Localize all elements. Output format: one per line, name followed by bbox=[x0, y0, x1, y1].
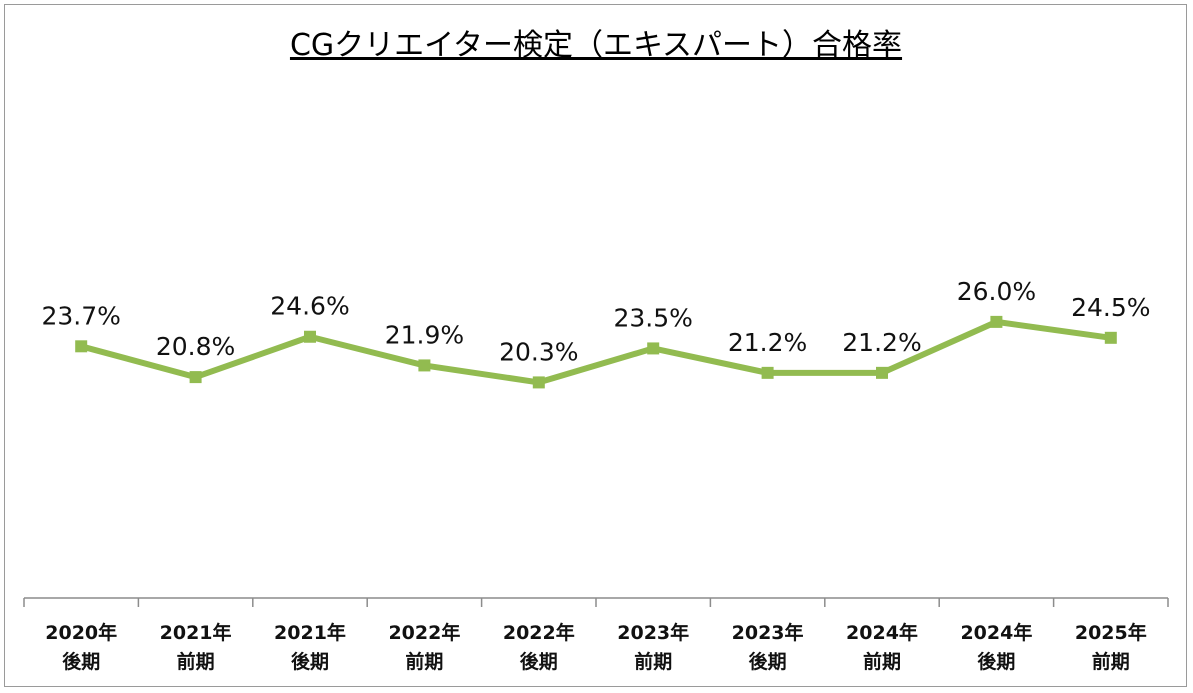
data-point-marker bbox=[1104, 331, 1117, 344]
x-tick-labels: 2020年後期 2021年前期 2021年後期 2022年前期 2022年後期 2023年… bbox=[45, 621, 1146, 673]
data-point-marker bbox=[761, 366, 774, 379]
x-tick-label: 2025年前期 bbox=[1075, 621, 1147, 673]
x-tick-label: 2024年前期 bbox=[846, 621, 918, 673]
data-label: 20.8% bbox=[156, 332, 235, 361]
data-point-marker bbox=[418, 359, 431, 372]
data-point-marker bbox=[75, 340, 88, 353]
data-point-marker bbox=[990, 315, 1003, 328]
chart-frame bbox=[4, 4, 1187, 687]
data-point-marker bbox=[304, 330, 316, 343]
series-line-group bbox=[78, 318, 1114, 386]
x-tick-label: 2023年前期 bbox=[617, 621, 689, 673]
x-tick-label: 2022年前期 bbox=[388, 621, 460, 673]
data-label: 23.5% bbox=[613, 303, 692, 332]
data-point-marker bbox=[647, 342, 660, 355]
data-label: 26.0% bbox=[957, 277, 1036, 306]
x-tick-label: 2024年後期 bbox=[960, 621, 1032, 673]
data-labels: 23.7% 20.8% 24.6% 21.9% 20.3% 23.5% 21.2% 21.2%… bbox=[41, 277, 1150, 367]
data-point-marker bbox=[189, 371, 202, 384]
x-tick-label: 2021年前期 bbox=[160, 621, 232, 673]
x-tick-label: 2021年後期 bbox=[274, 621, 346, 673]
data-label: 21.2% bbox=[728, 328, 807, 357]
data-label: 21.2% bbox=[842, 328, 921, 357]
chart-title: CGクリエイター検定（エキスパート）合格率 bbox=[290, 28, 902, 63]
x-tick-label: 2023年後期 bbox=[732, 621, 804, 673]
data-label: 20.3% bbox=[499, 337, 578, 366]
data-label: 21.9% bbox=[385, 320, 464, 349]
data-point-marker bbox=[876, 366, 888, 379]
x-tick-label: 2022年後期 bbox=[503, 621, 575, 673]
x-tick-label: 2020年後期 bbox=[45, 621, 117, 673]
series-line bbox=[78, 318, 1114, 386]
data-point-marker bbox=[532, 376, 545, 389]
x-axis-ticks bbox=[23, 598, 1169, 607]
data-label: 24.6% bbox=[270, 292, 349, 321]
data-label: 23.7% bbox=[41, 301, 120, 330]
series-markers bbox=[75, 315, 1117, 389]
data-label: 24.5% bbox=[1071, 293, 1150, 322]
